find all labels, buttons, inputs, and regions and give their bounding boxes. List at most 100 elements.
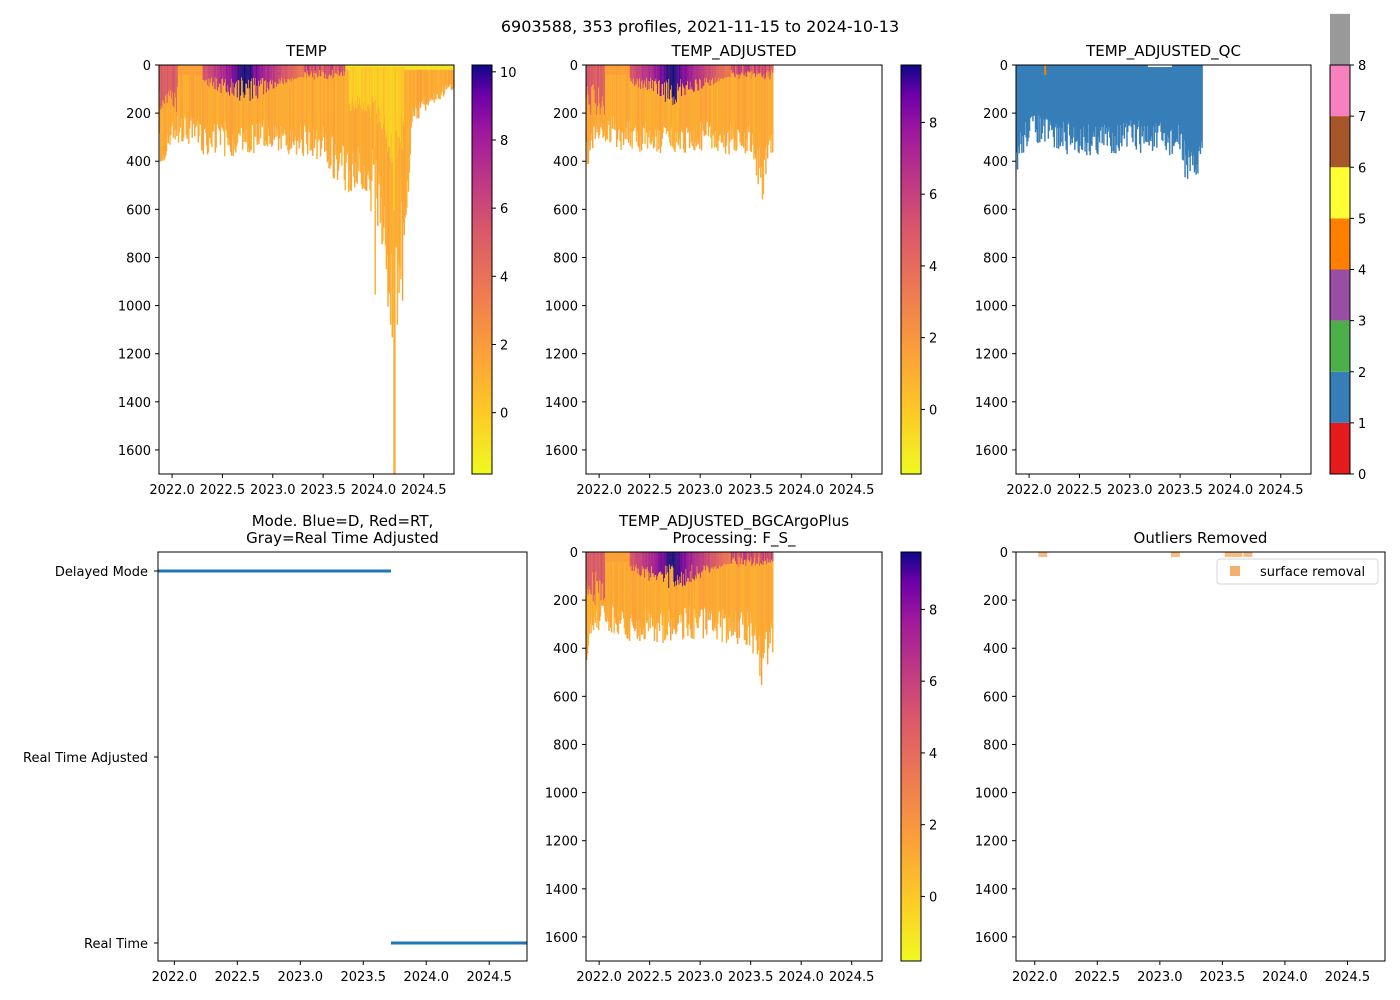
surface-layer: [241, 65, 243, 78]
qc-column: [1080, 65, 1082, 130]
surface-layer: [690, 552, 693, 583]
plot-area: [1038, 552, 1253, 557]
profile-column: [669, 552, 671, 627]
profile-column: [728, 552, 730, 618]
surface-layer: [614, 552, 616, 562]
surface-layer: [718, 65, 721, 82]
profile-column: [682, 65, 685, 149]
profile-column: [180, 65, 182, 119]
profile-column: [768, 65, 771, 139]
surface-layer: [619, 552, 621, 562]
surface-layer: [755, 65, 758, 75]
surface-layer: [755, 552, 758, 563]
profile-column: [379, 65, 382, 223]
qc-column: [1016, 65, 1018, 153]
cold-layer: [391, 67, 394, 163]
profile-column: [414, 65, 417, 105]
surface-layer: [736, 552, 738, 565]
surface-layer: [208, 65, 211, 87]
surface-layer: [626, 552, 628, 562]
surface-layer: [753, 552, 755, 563]
surface-layer: [688, 65, 691, 90]
profile-column: [259, 65, 262, 139]
profile-column: [745, 65, 747, 140]
surface-layer: [728, 65, 730, 78]
panel-title-line2: Gray=Real Time Adjusted: [246, 529, 439, 547]
surface-layer: [729, 65, 731, 78]
surface-layer: [598, 552, 600, 593]
surface-layer: [763, 65, 765, 75]
profile-column: [724, 552, 726, 619]
surface-layer: [738, 65, 741, 79]
profile-column: [294, 65, 297, 137]
surface-layer: [586, 552, 589, 589]
qc-column: [1137, 65, 1139, 127]
surface-layer: [223, 65, 225, 86]
cold-layer: [381, 67, 383, 130]
profile-column: [231, 65, 234, 135]
surface-layer: [266, 65, 269, 83]
surface-layer: [754, 65, 757, 77]
profile-column: [604, 552, 607, 621]
surface-layer: [194, 65, 197, 75]
surface-layer: [708, 65, 711, 86]
profile-column: [318, 65, 321, 140]
profile-column: [418, 65, 421, 103]
surface-layer: [587, 552, 590, 595]
profile-column: [672, 65, 675, 149]
qc-column: [1086, 65, 1089, 143]
surface-layer: [604, 552, 607, 562]
profile-column: [699, 65, 701, 149]
qc-column: [1035, 65, 1038, 130]
profile-column: [635, 65, 638, 142]
surface-layer: [600, 65, 603, 108]
profile-column: [722, 552, 724, 609]
qc-column: [1109, 65, 1112, 146]
profile-column: [217, 65, 219, 125]
surface-layer: [726, 552, 729, 565]
surface-layer: [221, 65, 223, 80]
surface-layer: [163, 65, 165, 102]
profile-column: [708, 65, 711, 127]
profile-column: [366, 65, 369, 175]
surface-layer: [650, 552, 652, 578]
profile-column: [219, 65, 222, 146]
qc-column: [1053, 65, 1056, 148]
profile-column: [623, 65, 626, 133]
qc-column: [1168, 65, 1170, 138]
x-tick-label: 2024.5: [1325, 970, 1371, 985]
profile-column: [766, 552, 768, 632]
colorbar-segment: [1330, 218, 1350, 270]
x-tick-label: 2023.0: [250, 483, 296, 498]
profile-column: [690, 65, 693, 143]
surface-layer: [770, 552, 772, 563]
surface-layer: [447, 65, 449, 70]
surface-layer: [738, 552, 741, 567]
profile-column: [651, 552, 653, 615]
surface-layer: [252, 65, 254, 99]
qc-column: [1019, 65, 1021, 133]
profile-column: [210, 65, 212, 144]
profile-column: [653, 65, 656, 148]
profile-column: [406, 65, 409, 181]
profile-column: [284, 65, 287, 135]
surface-layer: [741, 552, 743, 559]
surface-layer: [262, 65, 264, 78]
surface-layer: [187, 65, 189, 75]
qc-column: [1118, 65, 1120, 151]
profile-column: [383, 65, 386, 207]
surface-layer: [737, 552, 740, 558]
profile-column: [200, 65, 203, 151]
surface-layer: [193, 65, 195, 75]
profile-column: [742, 552, 744, 625]
qc-column: [1028, 65, 1031, 131]
surface-layer: [186, 65, 188, 75]
surface-layer: [442, 65, 445, 70]
y-tick-label: 1400: [975, 883, 1008, 898]
surface-layer: [737, 65, 740, 75]
qc-column: [1034, 65, 1037, 133]
profile-column: [640, 65, 643, 151]
profile-column: [586, 65, 589, 164]
